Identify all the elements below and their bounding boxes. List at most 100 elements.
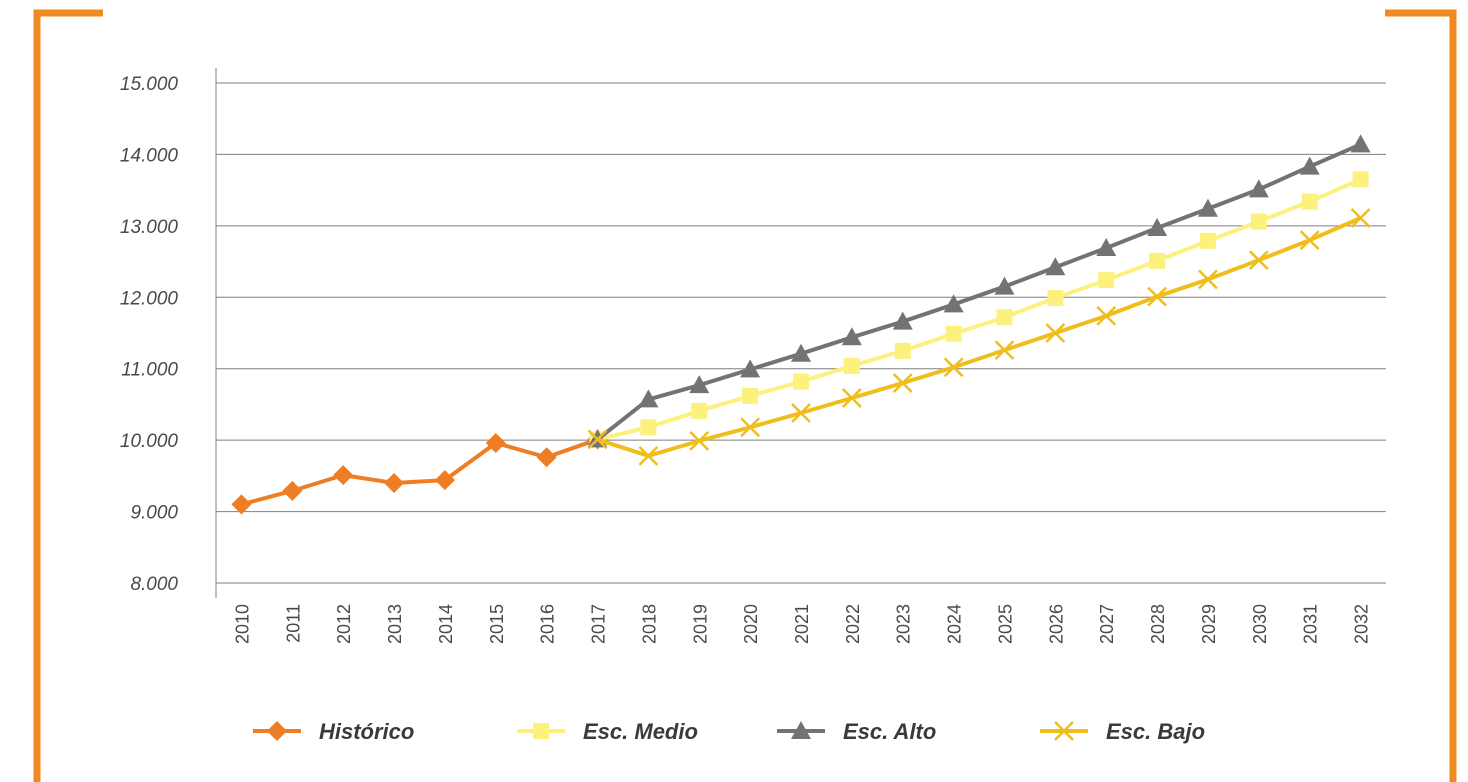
legend-label: Esc. Bajo [1106, 719, 1205, 744]
marker-triangle [841, 327, 862, 346]
y-tick-label: 9.000 [130, 503, 178, 524]
series-line [597, 177, 1362, 442]
marker-x [1054, 721, 1074, 741]
marker-x [740, 417, 761, 438]
marker-diamond [536, 447, 557, 468]
legend-item-2: Esc. Alto [777, 719, 936, 744]
marker-diamond [384, 473, 405, 493]
legend-label: Histórico [319, 719, 414, 744]
marker-triangle [1045, 257, 1066, 276]
marker-x [892, 373, 913, 393]
legend-item-3: Esc. Bajo [1040, 719, 1205, 744]
marker-x [638, 445, 659, 466]
legend: Histórico Esc. Medio Esc. Alto Esc. Bajo [253, 719, 1205, 744]
marker-square [1250, 213, 1267, 230]
x-tick-label: 2032 [1352, 604, 1372, 644]
x-tick-label: 2012 [334, 604, 354, 644]
marker-triangle [791, 343, 811, 362]
marker-square [640, 419, 657, 436]
marker-x [1198, 269, 1218, 290]
marker-square [691, 402, 708, 419]
marker-x [943, 357, 964, 378]
legend-label: Esc. Alto [843, 719, 936, 744]
marker-diamond [267, 721, 287, 741]
y-tick-label: 15.000 [120, 74, 179, 95]
x-tick-label: 2029 [1199, 604, 1219, 644]
marker-square [742, 387, 759, 404]
y-tick-label: 13.000 [120, 217, 179, 238]
legend-item-0: Histórico [253, 719, 414, 744]
x-tick-label: 2031 [1301, 604, 1321, 644]
marker-x [841, 388, 862, 408]
series-0 [231, 429, 608, 515]
marker-square [996, 309, 1013, 326]
series-line [596, 142, 1362, 442]
marker-square [1098, 272, 1115, 289]
legend-item-1: Esc. Medio [517, 719, 698, 744]
marker-x [1096, 305, 1117, 326]
marker-triangle [943, 294, 964, 313]
gridlines [216, 82, 1386, 584]
marker-diamond [282, 480, 303, 501]
marker-diamond [231, 494, 252, 515]
marker-diamond [333, 465, 354, 486]
marker-x [1045, 323, 1066, 343]
x-tick-label: 2030 [1250, 604, 1270, 644]
x-tick-label: 2026 [1046, 604, 1066, 644]
marker-square [945, 325, 962, 342]
frame-right-bracket [1385, 9, 1457, 782]
marker-square [793, 373, 809, 390]
x-tick-label: 2016 [538, 604, 558, 644]
marker-square [533, 723, 549, 739]
x-axis: 2010 2011 2012 2013 2014 2015 2016 2017 2018 2019… [232, 604, 1371, 644]
x-tick-label: 2023 [894, 604, 914, 644]
x-tick-label: 2025 [995, 604, 1015, 644]
marker-x [1299, 230, 1320, 251]
marker-x [994, 340, 1015, 361]
marker-triangle [1350, 134, 1371, 153]
x-tick-label: 2021 [792, 604, 812, 644]
marker-square [1199, 232, 1216, 249]
marker-square [1047, 290, 1064, 306]
x-tick-label: 2024 [945, 604, 965, 644]
frame-left-bracket [33, 9, 103, 782]
x-tick-label: 2027 [1097, 604, 1117, 644]
x-tick-label: 2022 [843, 604, 863, 644]
y-tick-label: 12.000 [120, 288, 179, 309]
series-line [240, 437, 599, 507]
marker-triangle [689, 375, 710, 394]
marker-x [1350, 208, 1371, 228]
marker-triangle [1299, 156, 1320, 175]
series-group [231, 134, 1371, 515]
marker-square [1301, 193, 1318, 210]
marker-x [1147, 286, 1167, 307]
marker-square [1149, 252, 1166, 269]
x-tick-label: 2010 [232, 604, 252, 644]
marker-square [1352, 171, 1369, 188]
marker-x [791, 403, 811, 423]
marker-square [894, 342, 911, 359]
x-tick-label: 2011 [283, 604, 303, 643]
x-tick-label: 2019 [690, 604, 710, 644]
x-tick-label: 2015 [487, 604, 507, 644]
marker-diamond [485, 433, 506, 453]
marker-square [843, 357, 860, 374]
y-axis: 8.000 9.000 10.000 11.000 12.000 13.000 14.000… [120, 68, 217, 598]
marker-triangle [740, 359, 761, 378]
x-tick-label: 2014 [436, 604, 456, 644]
y-tick-label: 8.000 [130, 574, 178, 595]
x-tick-label: 2020 [741, 604, 761, 644]
marker-triangle [638, 389, 659, 408]
marker-x [587, 429, 608, 450]
series-3 [587, 208, 1371, 466]
marker-triangle [1197, 198, 1218, 217]
x-tick-label: 2028 [1148, 604, 1168, 644]
y-tick-label: 11.000 [121, 360, 178, 381]
y-tick-label: 14.000 [120, 145, 179, 166]
marker-triangle [1096, 238, 1117, 256]
marker-x [689, 430, 710, 451]
x-tick-label: 2017 [589, 604, 609, 644]
marker-triangle [892, 311, 913, 330]
